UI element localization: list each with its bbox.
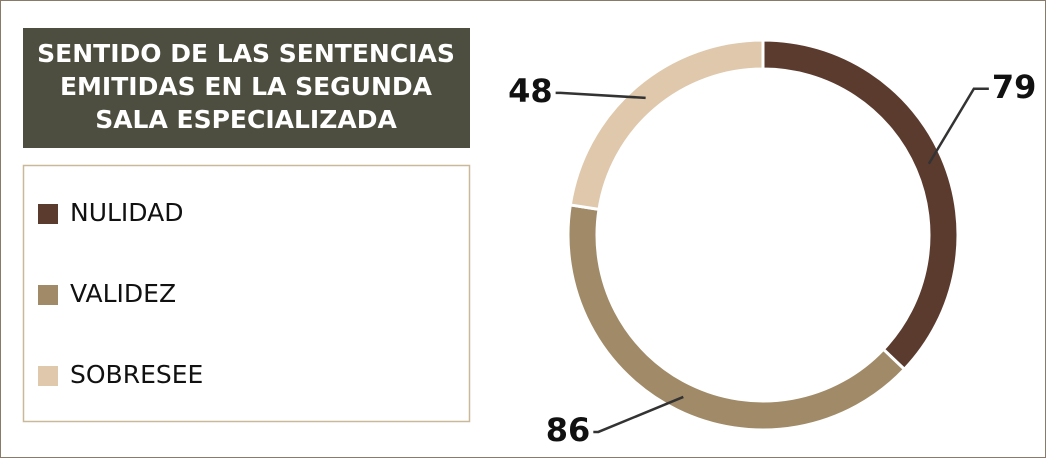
leader-line: [555, 91, 646, 100]
legend-label: SOBRESEE: [70, 360, 203, 389]
data-label: 86: [546, 411, 591, 449]
title-box: [23, 28, 470, 148]
leader-line: [927, 87, 989, 165]
chart-title: SENTIDO DE LAS SENTENCIAS: [37, 39, 455, 68]
legend-swatch: [38, 285, 58, 305]
legend-label: NULIDAD: [70, 198, 183, 227]
donut-segment: [568, 38, 765, 212]
legend-swatch: [38, 204, 58, 224]
legend-label: VALIDEZ: [70, 279, 176, 308]
chart-title: EMITIDAS EN LA SEGUNDA: [60, 72, 433, 101]
legend-box: [22, 164, 471, 423]
chart-title: SALA ESPECIALIZADA: [95, 105, 397, 134]
data-label: 48: [508, 72, 553, 110]
data-label: 79: [992, 68, 1037, 106]
legend-swatch: [38, 366, 58, 386]
leader-line: [593, 395, 684, 434]
